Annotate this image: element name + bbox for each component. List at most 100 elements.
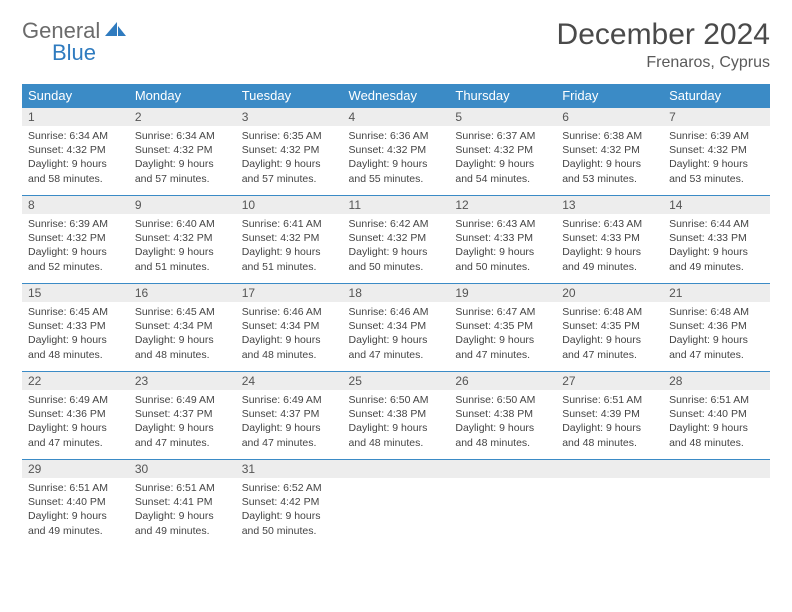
calendar-cell [343,460,450,548]
daylight-text: and 47 minutes. [669,348,764,362]
daylight-text: Daylight: 9 hours [455,157,550,171]
sunset-text: Sunset: 4:32 PM [242,143,337,157]
sunrise-text: Sunrise: 6:49 AM [242,393,337,407]
daylight-text: Daylight: 9 hours [669,333,764,347]
sunset-text: Sunset: 4:32 PM [669,143,764,157]
weekday-header: Monday [129,84,236,108]
day-number: 1 [22,108,129,126]
sunset-text: Sunset: 4:32 PM [242,231,337,245]
daylight-text: Daylight: 9 hours [669,421,764,435]
daylight-text: Daylight: 9 hours [455,245,550,259]
daylight-text: and 50 minutes. [349,260,444,274]
sunrise-text: Sunrise: 6:49 AM [28,393,123,407]
day-body: Sunrise: 6:39 AMSunset: 4:32 PMDaylight:… [663,126,770,190]
sunset-text: Sunset: 4:33 PM [669,231,764,245]
sunset-text: Sunset: 4:38 PM [349,407,444,421]
daylight-text: and 47 minutes. [562,348,657,362]
daylight-text: and 47 minutes. [242,436,337,450]
day-number: 27 [556,372,663,390]
daylight-text: Daylight: 9 hours [135,157,230,171]
day-number: 6 [556,108,663,126]
sunrise-text: Sunrise: 6:50 AM [455,393,550,407]
calendar-cell: 22Sunrise: 6:49 AMSunset: 4:36 PMDayligh… [22,372,129,460]
calendar-cell: 16Sunrise: 6:45 AMSunset: 4:34 PMDayligh… [129,284,236,372]
day-number: 5 [449,108,556,126]
calendar-cell: 24Sunrise: 6:49 AMSunset: 4:37 PMDayligh… [236,372,343,460]
sunset-text: Sunset: 4:37 PM [135,407,230,421]
day-body: Sunrise: 6:45 AMSunset: 4:33 PMDaylight:… [22,302,129,366]
sunrise-text: Sunrise: 6:39 AM [28,217,123,231]
day-number: 18 [343,284,450,302]
day-body: Sunrise: 6:50 AMSunset: 4:38 PMDaylight:… [343,390,450,454]
weekday-header: Saturday [663,84,770,108]
day-body: Sunrise: 6:34 AMSunset: 4:32 PMDaylight:… [129,126,236,190]
daylight-text: and 48 minutes. [669,436,764,450]
daylight-text: Daylight: 9 hours [562,421,657,435]
calendar-cell: 11Sunrise: 6:42 AMSunset: 4:32 PMDayligh… [343,196,450,284]
day-body: Sunrise: 6:46 AMSunset: 4:34 PMDaylight:… [236,302,343,366]
day-body: Sunrise: 6:40 AMSunset: 4:32 PMDaylight:… [129,214,236,278]
sunrise-text: Sunrise: 6:51 AM [28,481,123,495]
day-body-empty [343,478,450,538]
day-body: Sunrise: 6:42 AMSunset: 4:32 PMDaylight:… [343,214,450,278]
day-number: 20 [556,284,663,302]
day-number: 29 [22,460,129,478]
calendar-cell: 6Sunrise: 6:38 AMSunset: 4:32 PMDaylight… [556,108,663,196]
daylight-text: and 52 minutes. [28,260,123,274]
sunset-text: Sunset: 4:34 PM [135,319,230,333]
sunset-text: Sunset: 4:32 PM [28,231,123,245]
daylight-text: Daylight: 9 hours [349,333,444,347]
daylight-text: and 47 minutes. [135,436,230,450]
day-body: Sunrise: 6:49 AMSunset: 4:37 PMDaylight:… [129,390,236,454]
daylight-text: Daylight: 9 hours [28,245,123,259]
day-body-empty [449,478,556,538]
sunrise-text: Sunrise: 6:45 AM [28,305,123,319]
daylight-text: and 51 minutes. [135,260,230,274]
day-body-empty [556,478,663,538]
day-number: 2 [129,108,236,126]
day-number: 7 [663,108,770,126]
day-body: Sunrise: 6:49 AMSunset: 4:37 PMDaylight:… [236,390,343,454]
sunrise-text: Sunrise: 6:35 AM [242,129,337,143]
weekday-header-row: Sunday Monday Tuesday Wednesday Thursday… [22,84,770,108]
calendar-cell: 25Sunrise: 6:50 AMSunset: 4:38 PMDayligh… [343,372,450,460]
day-body: Sunrise: 6:36 AMSunset: 4:32 PMDaylight:… [343,126,450,190]
day-body-empty [663,478,770,538]
daylight-text: Daylight: 9 hours [28,421,123,435]
calendar-cell: 29Sunrise: 6:51 AMSunset: 4:40 PMDayligh… [22,460,129,548]
daylight-text: Daylight: 9 hours [242,509,337,523]
day-number: 26 [449,372,556,390]
weekday-header: Thursday [449,84,556,108]
weekday-header: Sunday [22,84,129,108]
day-number: 17 [236,284,343,302]
daylight-text: and 47 minutes. [28,436,123,450]
sunrise-text: Sunrise: 6:48 AM [669,305,764,319]
calendar-cell [663,460,770,548]
calendar-cell: 19Sunrise: 6:47 AMSunset: 4:35 PMDayligh… [449,284,556,372]
daylight-text: and 49 minutes. [135,524,230,538]
daylight-text: and 50 minutes. [455,260,550,274]
day-number: 4 [343,108,450,126]
calendar-cell [449,460,556,548]
sunset-text: Sunset: 4:41 PM [135,495,230,509]
daylight-text: and 48 minutes. [349,436,444,450]
day-body: Sunrise: 6:35 AMSunset: 4:32 PMDaylight:… [236,126,343,190]
sunrise-text: Sunrise: 6:44 AM [669,217,764,231]
sunrise-text: Sunrise: 6:38 AM [562,129,657,143]
day-number: 12 [449,196,556,214]
sunrise-text: Sunrise: 6:36 AM [349,129,444,143]
daylight-text: and 47 minutes. [455,348,550,362]
daylight-text: Daylight: 9 hours [28,509,123,523]
calendar-table: Sunday Monday Tuesday Wednesday Thursday… [22,84,770,548]
calendar-cell: 5Sunrise: 6:37 AMSunset: 4:32 PMDaylight… [449,108,556,196]
day-body: Sunrise: 6:37 AMSunset: 4:32 PMDaylight:… [449,126,556,190]
day-body: Sunrise: 6:50 AMSunset: 4:38 PMDaylight:… [449,390,556,454]
sunset-text: Sunset: 4:32 PM [455,143,550,157]
sunset-text: Sunset: 4:39 PM [562,407,657,421]
day-body: Sunrise: 6:52 AMSunset: 4:42 PMDaylight:… [236,478,343,542]
calendar-cell: 18Sunrise: 6:46 AMSunset: 4:34 PMDayligh… [343,284,450,372]
day-number-empty [449,460,556,478]
calendar-week-row: 15Sunrise: 6:45 AMSunset: 4:33 PMDayligh… [22,284,770,372]
sunset-text: Sunset: 4:34 PM [242,319,337,333]
daylight-text: and 48 minutes. [455,436,550,450]
